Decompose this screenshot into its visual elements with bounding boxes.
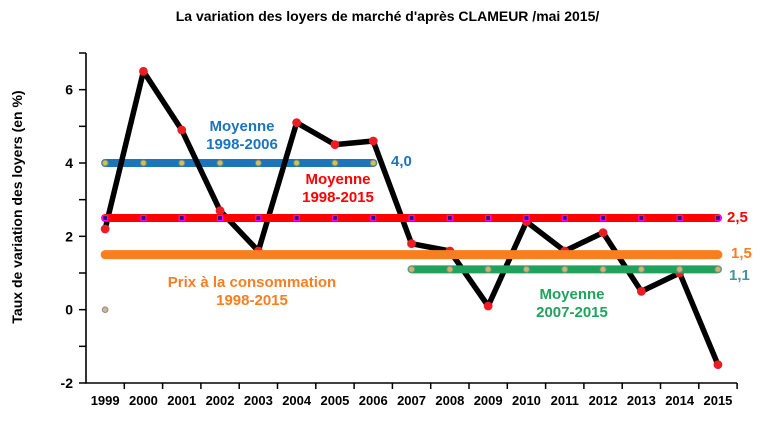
ref-line-marker [408,265,416,273]
ref-line-marker [178,159,186,167]
ref-line-marker [370,214,377,222]
data-point [292,118,302,128]
ref-line-marker [561,265,569,273]
x-tick-label: 2006 [359,393,388,408]
data-point [139,66,148,76]
annotation-moyenne-1998-2015: Moyenne 1998-2015 [302,171,374,206]
ref-line-marker [408,214,415,222]
ref-line-marker [446,265,454,273]
ref-line-marker [561,214,568,222]
ref-line-marker [599,214,607,222]
data-point [100,224,110,234]
y-tick-label: 0 [65,302,73,318]
ref-line-marker [293,214,300,222]
y-tick-label: 4 [65,155,73,171]
ref-line-marker [484,265,492,273]
x-tick-label: 2012 [589,393,618,408]
x-tick-label: 2005 [320,393,349,408]
x-tick-label: 2013 [627,393,656,408]
data-point [636,286,646,296]
x-tick-label: 1999 [91,393,120,408]
ref-line-marker [714,214,722,222]
data-point [407,239,416,249]
x-tick-label: 2014 [665,393,695,408]
data-point [215,206,225,216]
x-tick-label: 2010 [512,393,541,408]
data-point [177,125,187,135]
x-tick-label: 2015 [703,393,732,408]
ref-line-marker [522,265,530,273]
x-tick-label: 2007 [397,393,426,408]
x-tick-label: 2008 [435,393,464,408]
annotation-prix-consommation: Prix à la consommation 1998-2015 [167,274,337,309]
ref-line-marker [254,159,262,167]
value-label-moyenne-1998-2015: 2,5 [727,209,748,226]
annotation-moyenne-2007-2015: Moyenne 2007-2015 [536,286,608,321]
ref-line-marker [714,265,722,273]
ref-line-marker [446,214,453,222]
ref-line-marker [101,159,109,167]
ref-line-marker [255,214,262,222]
ref-line-marker [139,159,147,167]
ref-line-marker [638,214,645,222]
ref-line-marker [369,159,377,167]
ref-line-marker [140,214,147,222]
x-tick-label: 2000 [129,393,158,408]
x-tick-label: 2002 [206,393,235,408]
y-tick-label: 2 [65,228,73,244]
ref-line-marker [676,214,683,222]
x-tick-label: 2009 [474,393,503,408]
value-label-moyenne-1998-2006: 4,0 [391,153,412,170]
ref-line-marker [485,214,492,222]
x-tick-label: 2011 [551,393,579,408]
ref-line-marker [676,265,684,273]
ref-line-marker [293,159,301,167]
x-tick-label: 2003 [244,393,273,408]
ref-line-marker [637,265,645,273]
ref-line-marker [216,214,224,222]
ref-line-marker [523,214,530,222]
data-point [330,140,340,150]
ref-line-marker [178,214,185,222]
data-point [598,228,608,238]
y-tick-label: -2 [61,375,74,391]
annotation-moyenne-1998-2006: Moyenne 1998-2006 [206,118,278,153]
x-tick-label: 2001 [167,393,196,408]
chart-title: La variation des loyers de marché d'aprè… [175,8,600,24]
ref-line-marker [599,265,607,273]
value-label-prix-consommation: 1,5 [731,245,752,262]
data-point [483,301,493,311]
ref-line-marker [216,159,224,167]
ref-line-marker [331,159,339,167]
data-point [713,360,723,370]
ref-line-marker [102,214,109,222]
x-tick-label: 2004 [282,393,312,408]
stray-marker [101,306,109,313]
value-label-moyenne-2007-2015: 1,1 [729,267,750,284]
data-point [368,136,378,146]
ref-line-marker [331,214,339,222]
y-tick-label: 6 [65,82,73,98]
